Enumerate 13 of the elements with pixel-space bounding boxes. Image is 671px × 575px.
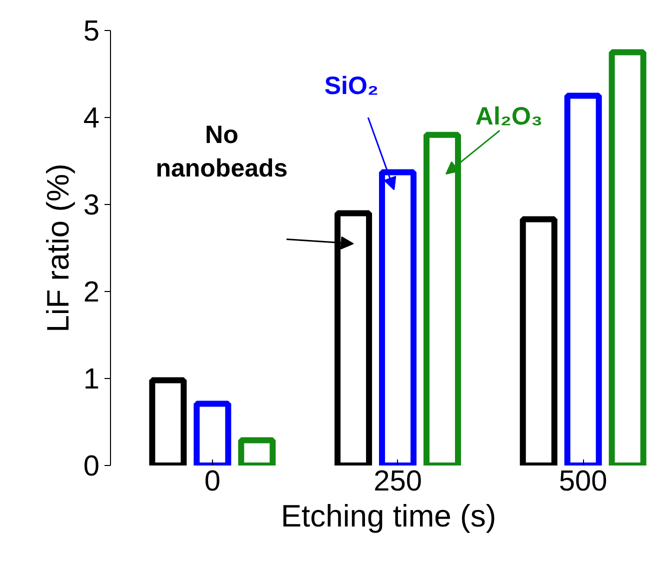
x-tick-label: 250 (374, 466, 422, 498)
y-tick-label: 1 (83, 364, 100, 396)
x-tick-label: 0 (204, 466, 221, 498)
y-tick-label: 2 (83, 276, 100, 308)
series-label: Al₂O₃ (475, 102, 543, 131)
x-axis-title: Etching time (s) (280, 498, 496, 534)
x-tick-label: 500 (558, 466, 608, 498)
text: No nanobeads (156, 121, 288, 183)
text: SiO₂ (324, 72, 379, 100)
y-tick-label: 5 (83, 16, 100, 48)
y-tick-label: 4 (83, 102, 100, 134)
y-tick-label: 3 (83, 190, 100, 222)
y-axis-title: LiF ratio (%) (40, 164, 76, 332)
